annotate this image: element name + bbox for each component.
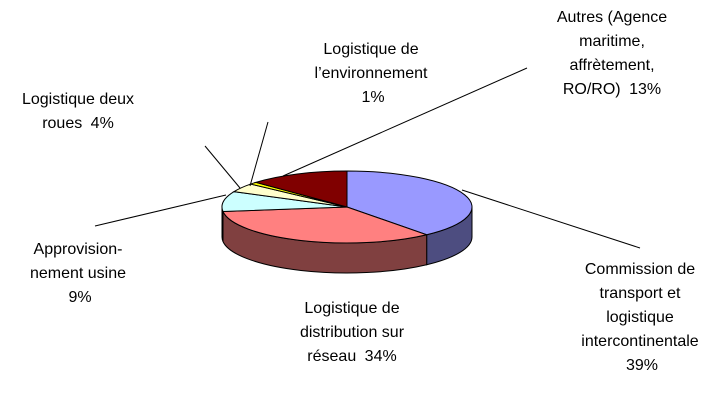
leader-line — [461, 189, 641, 249]
value-label: 4% — [90, 115, 114, 132]
slice-label: Autres (Agence maritime, affrètement, RO… — [541, 6, 683, 102]
value-label: 1% — [361, 89, 385, 106]
slice — [254, 170, 348, 208]
leader-line — [282, 67, 528, 177]
slice-label: Logistique de l’environnement 1% — [307, 38, 435, 110]
slice-label: Logistique deux roues 4% — [12, 88, 144, 136]
value-label: 39% — [625, 357, 659, 374]
category-name: Commission de transport et logistique in… — [581, 261, 699, 350]
value-label: 9% — [68, 289, 92, 306]
value-label: 13% — [629, 81, 662, 98]
slice-label: Commission de transport et logistique in… — [566, 258, 714, 378]
category-name: Approvision-nement usine — [29, 241, 127, 282]
slice-label: Logistique de distribution sur réseau 34… — [286, 297, 418, 369]
leader-line — [94, 194, 227, 227]
slice — [346, 170, 473, 236]
value-label: 34% — [364, 348, 397, 365]
category-name: Autres (Agence maritime, affrètement, RO… — [556, 9, 668, 98]
leader-line — [204, 145, 241, 189]
slice — [222, 206, 429, 244]
slice-label: Approvision-nement usine 9% — [24, 238, 132, 310]
leader-line — [249, 121, 269, 187]
category-name: Logistique de distribution sur réseau — [299, 300, 405, 365]
category-name: Logistique deux roues — [21, 91, 135, 132]
category-name: Logistique de l’environnement — [314, 41, 428, 82]
